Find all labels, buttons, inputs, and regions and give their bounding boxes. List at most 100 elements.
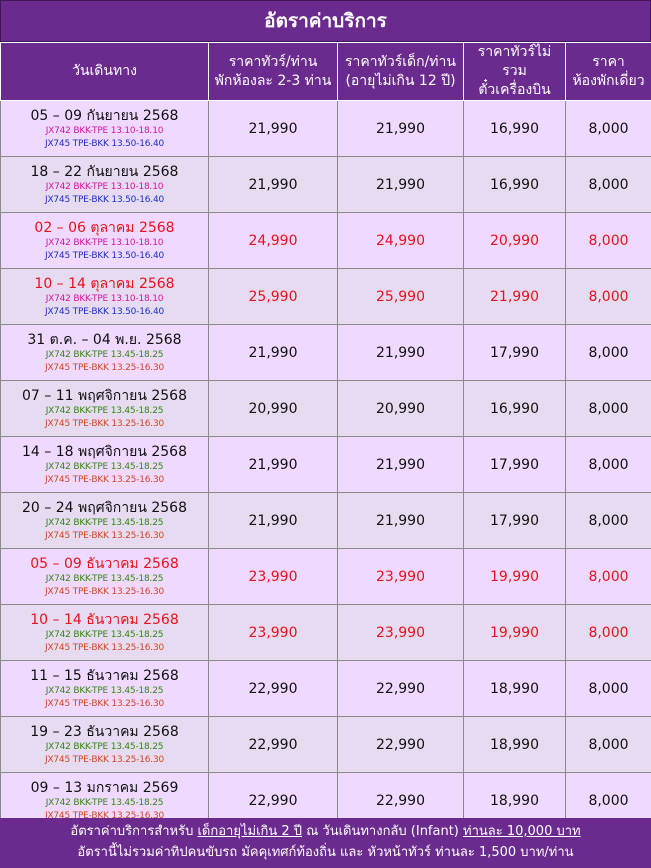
table-row: 07 – 11 พฤศจิกายน 2568 JX742 BKK-TPE 13.4…: [0, 380, 651, 437]
footer-line-2: อัตรานี้ไม่รวมค่าทิปคนขับรถ มัคคุเทศก์ท้…: [77, 845, 574, 860]
table-row: 10 – 14 ธันวาคม 2568 JX742 BKK-TPE 13.45-…: [0, 604, 651, 661]
cell-single-room: 8,000: [565, 212, 651, 269]
flight-return: JX745 TPE-BKK 13.25-16.30: [44, 642, 164, 653]
cell-no-flight-price: 16,990: [463, 380, 566, 437]
travel-date: 05 – 09 ธันวาคม 2568: [30, 555, 179, 572]
cell-date: 31 ต.ค. – 04 พ.ย. 2568 JX742 BKK-TPE 13.4…: [0, 324, 209, 381]
cell-single-room: 8,000: [565, 268, 651, 325]
flight-return: JX745 TPE-BKK 13.25-16.30: [44, 586, 164, 597]
cell-date: 05 – 09 กันยายน 2568 JX742 BKK-TPE 13.10-…: [0, 100, 209, 157]
cell-adult-price: 21,990: [208, 156, 338, 213]
travel-date: 11 – 15 ธันวาคม 2568: [30, 667, 179, 684]
table-row: 14 – 18 พฤศจิกายน 2568 JX742 BKK-TPE 13.4…: [0, 436, 651, 493]
table-row: 11 – 15 ธันวาคม 2568 JX742 BKK-TPE 13.45-…: [0, 660, 651, 717]
travel-date: 20 – 24 พฤศจิกายน 2568: [22, 499, 187, 516]
cell-date: 02 – 06 ตุลาคม 2568 JX742 BKK-TPE 13.10-1…: [0, 212, 209, 269]
table-row: 10 – 14 ตุลาคม 2568 JX742 BKK-TPE 13.10-1…: [0, 268, 651, 325]
cell-child-price: 22,990: [337, 716, 464, 773]
cell-child-price: 23,990: [337, 548, 464, 605]
flight-return: JX745 TPE-BKK 13.25-16.30: [44, 530, 164, 541]
cell-no-flight-price: 17,990: [463, 492, 566, 549]
flight-outbound: JX742 BKK-TPE 13.10-18.10: [45, 181, 164, 192]
footer-line-1: อัตราค่าบริการสำหรับ เด็กอายุไม่เกิน 2 ป…: [70, 824, 581, 839]
cell-date: 10 – 14 ธันวาคม 2568 JX742 BKK-TPE 13.45-…: [0, 604, 209, 661]
cell-date: 18 – 22 กันยายน 2568 JX742 BKK-TPE 13.10-…: [0, 156, 209, 213]
cell-date: 19 – 23 ธันวาคม 2568 JX742 BKK-TPE 13.45-…: [0, 716, 209, 773]
cell-no-flight-price: 19,990: [463, 604, 566, 661]
cell-no-flight-price: 17,990: [463, 324, 566, 381]
flight-return: JX745 TPE-BKK 13.50-16.40: [44, 194, 164, 205]
flight-outbound: JX742 BKK-TPE 13.45-18.25: [45, 685, 164, 696]
cell-no-flight-price: 18,990: [463, 660, 566, 717]
cell-no-flight-price: 21,990: [463, 268, 566, 325]
table-row: 19 – 23 ธันวาคม 2568 JX742 BKK-TPE 13.45-…: [0, 716, 651, 773]
cell-child-price: 24,990: [337, 212, 464, 269]
cell-single-room: 8,000: [565, 156, 651, 213]
cell-single-room: 8,000: [565, 100, 651, 157]
cell-adult-price: 21,990: [208, 324, 338, 381]
flight-return: JX745 TPE-BKK 13.25-16.30: [44, 754, 164, 765]
cell-date: 07 – 11 พฤศจิกายน 2568 JX742 BKK-TPE 13.4…: [0, 380, 209, 437]
cell-adult-price: 20,990: [208, 380, 338, 437]
flight-return: JX745 TPE-BKK 13.50-16.40: [44, 306, 164, 317]
header-adult-price: ราคาทัวร์/ท่าน พักห้องละ 2-3 ท่าน: [208, 42, 338, 101]
table-row: 18 – 22 กันยายน 2568 JX742 BKK-TPE 13.10-…: [0, 156, 651, 213]
cell-adult-price: 23,990: [208, 604, 338, 661]
page-title: อัตราค่าบริการ: [0, 0, 651, 42]
cell-single-room: 8,000: [565, 436, 651, 493]
cell-adult-price: 25,990: [208, 268, 338, 325]
table-row: 02 – 06 ตุลาคม 2568 JX742 BKK-TPE 13.10-1…: [0, 212, 651, 269]
cell-no-flight-price: 20,990: [463, 212, 566, 269]
cell-child-price: 21,990: [337, 492, 464, 549]
cell-child-price: 22,990: [337, 660, 464, 717]
cell-adult-price: 21,990: [208, 492, 338, 549]
flight-outbound: JX742 BKK-TPE 13.45-18.25: [45, 461, 164, 472]
cell-child-price: 21,990: [337, 100, 464, 157]
cell-adult-price: 24,990: [208, 212, 338, 269]
travel-date: 05 – 09 กันยายน 2568: [30, 107, 179, 124]
cell-date: 11 – 15 ธันวาคม 2568 JX742 BKK-TPE 13.45-…: [0, 660, 209, 717]
cell-date: 20 – 24 พฤศจิกายน 2568 JX742 BKK-TPE 13.4…: [0, 492, 209, 549]
price-table: วันเดินทาง ราคาทัวร์/ท่าน พักห้องละ 2-3 ท…: [0, 42, 651, 829]
travel-date: 31 ต.ค. – 04 พ.ย. 2568: [27, 331, 182, 348]
cell-child-price: 25,990: [337, 268, 464, 325]
header-single-room: ราคา ห้องพักเดี่ยว: [565, 42, 651, 101]
cell-adult-price: 22,990: [208, 716, 338, 773]
table-row: 05 – 09 กันยายน 2568 JX742 BKK-TPE 13.10-…: [0, 100, 651, 157]
cell-adult-price: 23,990: [208, 548, 338, 605]
cell-date: 14 – 18 พฤศจิกายน 2568 JX742 BKK-TPE 13.4…: [0, 436, 209, 493]
travel-date: 10 – 14 ธันวาคม 2568: [30, 611, 179, 628]
cell-single-room: 8,000: [565, 716, 651, 773]
cell-single-room: 8,000: [565, 324, 651, 381]
table-row: 05 – 09 ธันวาคม 2568 JX742 BKK-TPE 13.45-…: [0, 548, 651, 605]
flight-outbound: JX742 BKK-TPE 13.45-18.25: [45, 573, 164, 584]
flight-return: JX745 TPE-BKK 13.25-16.30: [44, 362, 164, 373]
cell-adult-price: 21,990: [208, 100, 338, 157]
flight-return: JX745 TPE-BKK 13.50-16.40: [44, 250, 164, 261]
cell-single-room: 8,000: [565, 660, 651, 717]
cell-child-price: 23,990: [337, 604, 464, 661]
flight-outbound: JX742 BKK-TPE 13.10-18.10: [45, 125, 164, 136]
flight-return: JX745 TPE-BKK 13.25-16.30: [44, 810, 164, 821]
cell-no-flight-price: 16,990: [463, 156, 566, 213]
cell-date: 10 – 14 ตุลาคม 2568 JX742 BKK-TPE 13.10-1…: [0, 268, 209, 325]
flight-outbound: JX742 BKK-TPE 13.10-18.10: [45, 293, 164, 304]
flight-return: JX745 TPE-BKK 13.50-16.40: [44, 138, 164, 149]
footer-note: อัตราค่าบริการสำหรับ เด็กอายุไม่เกิน 2 ป…: [0, 818, 651, 868]
cell-child-price: 21,990: [337, 156, 464, 213]
cell-date: 05 – 09 ธันวาคม 2568 JX742 BKK-TPE 13.45-…: [0, 548, 209, 605]
travel-date: 02 – 06 ตุลาคม 2568: [34, 219, 175, 236]
travel-date: 19 – 23 ธันวาคม 2568: [30, 723, 179, 740]
flight-outbound: JX742 BKK-TPE 13.45-18.25: [45, 349, 164, 360]
travel-date: 09 – 13 มกราคม 2569: [30, 779, 179, 796]
travel-date: 18 – 22 กันยายน 2568: [30, 163, 179, 180]
header-no-flight-price: ราคาทัวร์ไม่รวม ตั๋วเครื่องบิน: [463, 42, 566, 101]
cell-adult-price: 21,990: [208, 436, 338, 493]
cell-child-price: 21,990: [337, 324, 464, 381]
flight-outbound: JX742 BKK-TPE 13.45-18.25: [45, 405, 164, 416]
travel-date: 10 – 14 ตุลาคม 2568: [34, 275, 175, 292]
header-date: วันเดินทาง: [0, 42, 209, 101]
cell-no-flight-price: 17,990: [463, 436, 566, 493]
flight-outbound: JX742 BKK-TPE 13.45-18.25: [45, 741, 164, 752]
